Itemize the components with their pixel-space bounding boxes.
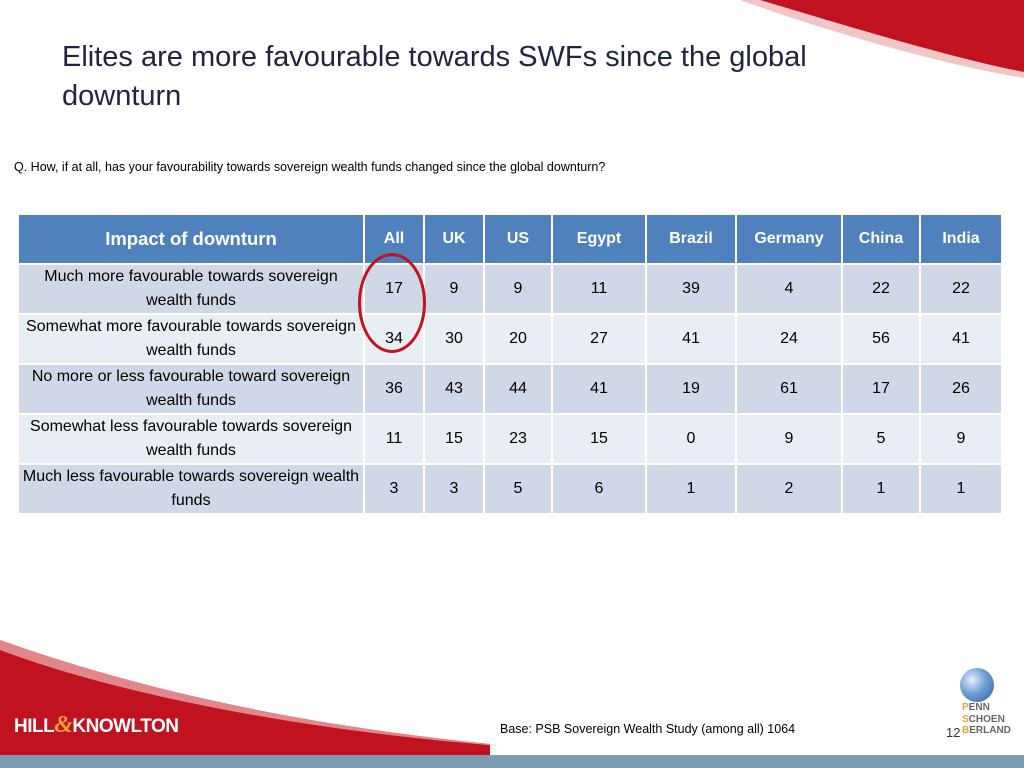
row-label: Much less favourable towards sovereign w… (17, 463, 365, 515)
value-cell: 61 (735, 363, 843, 415)
value-cell: 6 (551, 463, 647, 515)
value-cell: 17 (841, 363, 921, 415)
value-cell: 30 (423, 313, 485, 365)
value-cell: 0 (645, 413, 737, 465)
table-header-row: Impact of downturn All UK US Egypt Brazil Germ… (17, 213, 1003, 265)
value-cell: 20 (483, 313, 553, 365)
bottom-bar (0, 755, 1024, 768)
value-cell: 9 (735, 413, 843, 465)
value-cell: 56 (841, 313, 921, 365)
value-cell: 1 (841, 463, 921, 515)
table-row: No more or less favourable toward sovere… (17, 363, 1003, 415)
header-germany: Germany (735, 213, 843, 265)
row-label: No more or less favourable toward sovere… (17, 363, 365, 415)
value-cell: 23 (483, 413, 553, 465)
value-cell: 19 (645, 363, 737, 415)
value-cell: 4 (735, 263, 843, 315)
value-cell: 15 (551, 413, 647, 465)
table-row: Somewhat less favourable towards soverei… (17, 413, 1003, 465)
value-cell: 5 (841, 413, 921, 465)
row-label: Somewhat more favourable towards soverei… (17, 313, 365, 365)
row-label: Much more favourable towards sovereign w… (17, 263, 365, 315)
value-cell: 41 (919, 313, 1003, 365)
value-cell: 26 (919, 363, 1003, 415)
value-cell: 1 (645, 463, 737, 515)
value-cell: 3 (363, 463, 425, 515)
value-cell: 27 (551, 313, 647, 365)
value-cell: 5 (483, 463, 553, 515)
value-cell: 24 (735, 313, 843, 365)
table-row: Somewhat more favourable towards soverei… (17, 313, 1003, 365)
table-row: Much less favourable towards sovereign w… (17, 463, 1003, 515)
slide-title: Elites are more favourable towards SWFs … (62, 41, 807, 112)
value-cell: 41 (645, 313, 737, 365)
value-cell: 9 (919, 413, 1003, 465)
header-india: India (919, 213, 1003, 265)
table-body: Much more favourable towards sovereign w… (17, 263, 1003, 515)
header-egypt: Egypt (551, 213, 647, 265)
header-impact: Impact of downturn (17, 213, 365, 265)
value-cell: 15 (423, 413, 485, 465)
value-cell: 9 (423, 263, 485, 315)
header-us: US (483, 213, 553, 265)
psb-logo: PENN SCHOEN BERLAND (948, 668, 1018, 740)
hill-knowlton-logo: HILL&KNOWLTON (14, 712, 179, 739)
header-all: All (363, 213, 425, 265)
header-uk: UK (423, 213, 485, 265)
value-cell: 9 (483, 263, 553, 315)
value-cell: 1 (919, 463, 1003, 515)
globe-icon (960, 668, 994, 702)
hk-logo-part2: KNOWLTON (72, 716, 179, 737)
value-cell: 36 (363, 363, 425, 415)
psb-logo-text: PENN SCHOEN BERLAND (962, 702, 1011, 736)
header-brazil: Brazil (645, 213, 737, 265)
highlight-circle (358, 253, 426, 353)
hk-logo-amp: & (54, 712, 73, 738)
results-table: Impact of downturn All UK US Egypt Brazil Germ… (17, 213, 1003, 515)
value-cell: 22 (841, 263, 921, 315)
page-number: 12 (946, 725, 961, 740)
value-cell: 3 (423, 463, 485, 515)
value-cell: 41 (551, 363, 647, 415)
value-cell: 22 (919, 263, 1003, 315)
table-row: Much more favourable towards sovereign w… (17, 263, 1003, 315)
value-cell: 11 (363, 413, 425, 465)
value-cell: 2 (735, 463, 843, 515)
value-cell: 39 (645, 263, 737, 315)
value-cell: 43 (423, 363, 485, 415)
base-note: Base: PSB Sovereign Wealth Study (among … (500, 722, 796, 736)
survey-question: Q. How, if at all, has your favourabilit… (14, 160, 606, 174)
value-cell: 11 (551, 263, 647, 315)
hk-logo-part1: HILL (14, 716, 55, 737)
row-label: Somewhat less favourable towards soverei… (17, 413, 365, 465)
value-cell: 44 (483, 363, 553, 415)
header-china: China (841, 213, 921, 265)
